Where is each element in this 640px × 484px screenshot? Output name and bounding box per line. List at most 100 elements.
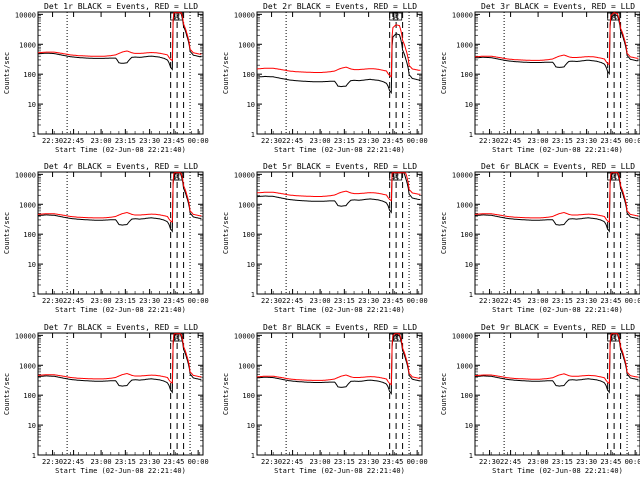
x-tick-label: 22:30 [479,297,500,305]
y-axis-label: Counts/sec [440,373,448,415]
panel-title: Det 1r BLACK = Events, RED = LLD [44,2,198,11]
sc-label: SC [392,14,400,21]
x-tick-label: 22:30 [479,458,500,466]
y-tick-label: 100 [23,392,36,400]
x-tick-label: 23:00 [528,297,549,305]
panel-det-1: Det 1r BLACK = Events, RED = LLD 1 10 100 10… [3,2,209,154]
x-tick-label: 23:15 [552,137,573,145]
x-tick-label: 23:00 [91,137,112,145]
x-tick-label: 23:30 [576,137,597,145]
x-tick-label: 23:45 [382,458,403,466]
y-axis-label: Counts/sec [3,52,11,94]
x-tick-label: 22:45 [500,137,521,145]
y-tick-label: 1000 [238,41,255,49]
y-tick-label: 1000 [456,362,473,370]
y-tick-label: 1000 [456,201,473,209]
x-tick-label: 00:00 [188,297,209,305]
y-tick-label: 10 [465,261,473,269]
y-tick-label: 1 [251,131,255,139]
y-axis-label: Counts/sec [3,212,11,254]
y-axis-label: Counts/sec [3,373,11,415]
x-axis-label: Start Time (02-Jun-08 22:21:40) [55,146,186,154]
x-tick-label: 22:30 [42,458,63,466]
y-tick-label: 10 [28,422,36,430]
x-axis-label: Start Time (02-Jun-08 22:21:40) [492,306,623,314]
x-axis-label: Start Time (02-Jun-08 22:21:40) [274,467,405,475]
x-tick-label: 23:00 [528,137,549,145]
sc-label: SC [392,174,400,181]
x-tick-label: 00:00 [625,297,640,305]
y-tick-label: 1000 [456,41,473,49]
y-tick-label: 10000 [15,332,36,340]
x-tick-label: 23:45 [382,297,403,305]
panel-title: Det 2r BLACK = Events, RED = LLD [263,2,417,11]
x-tick-label: 22:45 [282,458,303,466]
x-tick-label: 00:00 [188,137,209,145]
y-tick-label: 10000 [452,332,473,340]
y-tick-label: 1 [469,452,473,460]
y-tick-label: 1 [251,291,255,299]
x-axis-label: Start Time (02-Jun-08 22:21:40) [274,306,405,314]
series-line-events [37,12,202,71]
series-line-lld [475,12,639,66]
x-tick-label: 23:15 [334,137,355,145]
y-tick-label: 10000 [15,171,36,179]
x-tick-label: 23:00 [91,458,112,466]
x-tick-label: 23:00 [310,458,331,466]
x-tick-label: 22:30 [479,137,500,145]
y-tick-label: 10 [247,261,255,269]
series-line-lld [37,333,202,384]
series-line-lld [257,24,421,78]
x-tick-label: 23:30 [576,297,597,305]
x-tick-label: 23:30 [139,137,160,145]
y-tick-label: 1 [469,291,473,299]
y-tick-label: 10000 [234,11,255,19]
plot-frame [37,332,204,456]
plot-frame [474,11,640,135]
x-tick-label: 22:30 [261,137,282,145]
x-tick-label: 23:30 [139,458,160,466]
x-tick-label: 22:45 [282,137,303,145]
x-tick-label: 22:45 [500,297,521,305]
x-axis-label: Start Time (02-Jun-08 22:21:40) [492,467,623,475]
x-tick-label: 23:00 [91,297,112,305]
sc-label: SC [173,174,181,181]
y-tick-label: 100 [460,231,473,239]
panel-det-4: Det 4r BLACK = Events, RED = LLD 1 10 100 10… [3,162,209,314]
panel-det-2: Det 2r BLACK = Events, RED = LLD 1 10 100 10… [222,2,428,154]
panel-det-7: Det 7r BLACK = Events, RED = LLD 1 10 100 10… [3,323,209,475]
panel-det-5: Det 5r BLACK = Events, RED = LLD 1 10 100 10… [222,162,428,314]
x-axis-label: Start Time (02-Jun-08 22:21:40) [274,146,405,154]
plot-frame [256,11,423,135]
x-tick-label: 23:45 [163,458,184,466]
y-tick-label: 100 [242,71,255,79]
plot-frame [474,332,640,456]
x-tick-label: 23:45 [163,137,184,145]
x-tick-label: 00:00 [407,137,428,145]
y-axis-label: Counts/sec [440,52,448,94]
x-tick-label: 23:45 [600,458,621,466]
panel-title: Det 7r BLACK = Events, RED = LLD [44,323,198,332]
x-tick-label: 22:30 [42,137,63,145]
x-tick-label: 23:15 [115,297,136,305]
x-tick-label: 23:15 [552,297,573,305]
x-tick-label: 00:00 [407,458,428,466]
panel-title: Det 8r BLACK = Events, RED = LLD [263,323,417,332]
y-tick-label: 10 [465,101,473,109]
x-tick-label: 22:45 [63,458,84,466]
sc-label: SC [610,335,618,342]
y-tick-label: 1 [251,452,255,460]
series-line-lld [256,333,421,386]
plot-frame [37,171,204,295]
panel-title: Det 9r BLACK = Events, RED = LLD [481,323,635,332]
y-tick-label: 10 [247,422,255,430]
y-tick-label: 10000 [15,11,36,19]
x-tick-label: 23:00 [310,297,331,305]
y-tick-label: 100 [460,392,473,400]
y-tick-label: 1 [469,131,473,139]
panel-det-6: Det 6r BLACK = Events, RED = LLD 1 10 100 10… [440,162,640,314]
x-tick-label: 23:45 [382,137,403,145]
sc-box-marker [393,12,403,21]
y-tick-label: 100 [460,71,473,79]
